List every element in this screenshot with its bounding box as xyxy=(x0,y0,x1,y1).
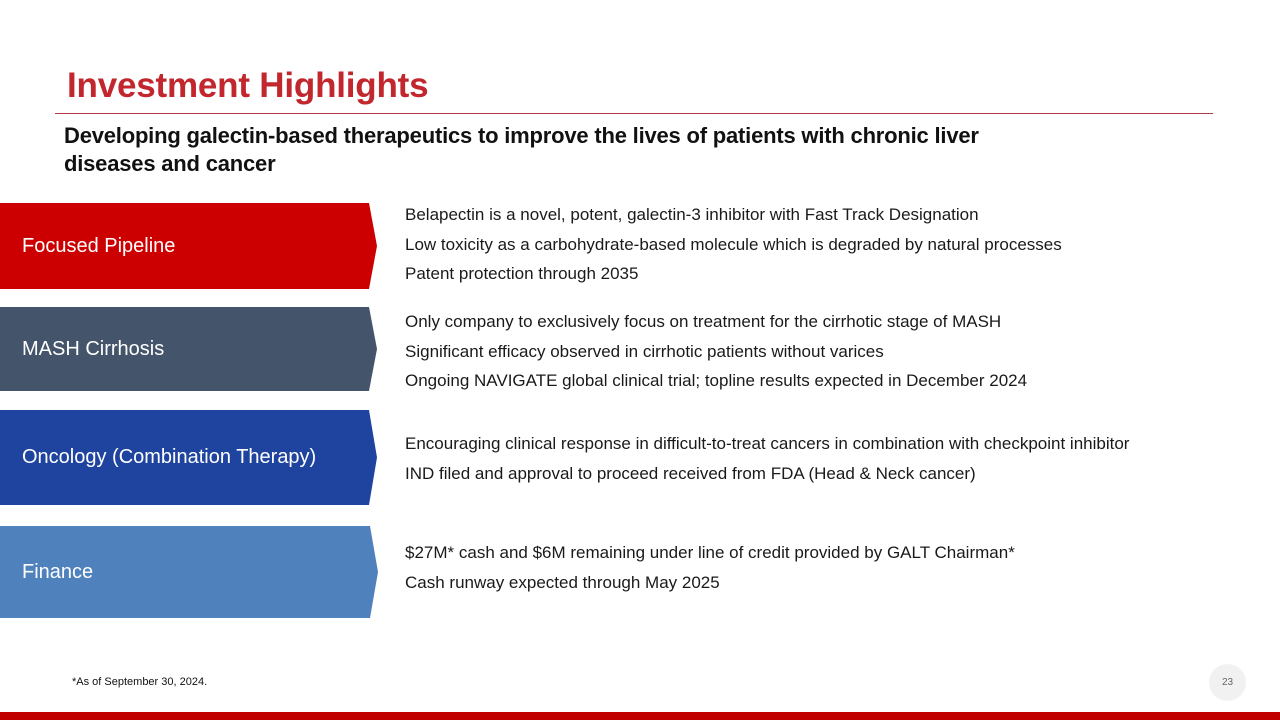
chevron-right-icon xyxy=(362,526,378,618)
band-mash-cirrhosis: MASH Cirrhosis xyxy=(0,307,377,391)
chevron-right-icon xyxy=(361,203,377,289)
bullet-text: Belapectin is a novel, potent, galectin-… xyxy=(405,205,979,224)
band-finance: Finance xyxy=(0,526,378,618)
title-divider xyxy=(55,113,1213,114)
slide-subtitle: Developing galectin-based therapeutics t… xyxy=(64,123,979,176)
band-label-focused-pipeline: Focused Pipeline xyxy=(22,234,176,257)
bullet-text: $27M* cash and $6M remaining under line … xyxy=(405,543,1015,562)
bullet-text: Significant efficacy observed in cirrhot… xyxy=(405,341,884,361)
footnote: *As of September 30, 2024. xyxy=(72,676,208,688)
bullet-text: Encouraging clinical response in difficu… xyxy=(405,434,1130,453)
bottom-accent-bar xyxy=(0,712,1280,720)
page-number: 23 xyxy=(1209,664,1246,701)
bullets-mash-cirrhosis: Only company to exclusively focus on tre… xyxy=(405,307,1027,396)
bullet-text: Patent protection through 2035 xyxy=(405,264,639,283)
slide-title: Investment Highlights xyxy=(67,66,429,105)
bullets-focused-pipeline: Belapectin is a novel, potent, galectin-… xyxy=(405,200,1062,289)
band-label-mash-cirrhosis: MASH Cirrhosis xyxy=(22,337,165,360)
bullets-oncology: Encouraging clinical response in difficu… xyxy=(405,429,1129,488)
band-focused-pipeline: Focused Pipeline xyxy=(0,203,377,289)
bullet-text: Low toxicity as a carbohydrate-based mol… xyxy=(405,234,1062,254)
bullet-text: Cash runway expected through May 2025 xyxy=(405,572,720,592)
bullet-text: IND filed and approval to proceed receiv… xyxy=(405,463,976,483)
band-label-oncology: Oncology (Combination Therapy) xyxy=(22,446,317,468)
chevron-right-icon xyxy=(361,410,377,505)
bullets-finance: $27M* cash and $6M remaining under line … xyxy=(405,538,1015,597)
band-label-finance: Finance xyxy=(22,560,94,583)
bullet-text: Only company to exclusively focus on tre… xyxy=(405,312,1002,331)
bullet-text: Ongoing NAVIGATE global clinical trial; … xyxy=(405,371,1028,390)
chevron-right-icon xyxy=(361,307,377,391)
band-oncology: Oncology (Combination Therapy) xyxy=(0,410,377,505)
